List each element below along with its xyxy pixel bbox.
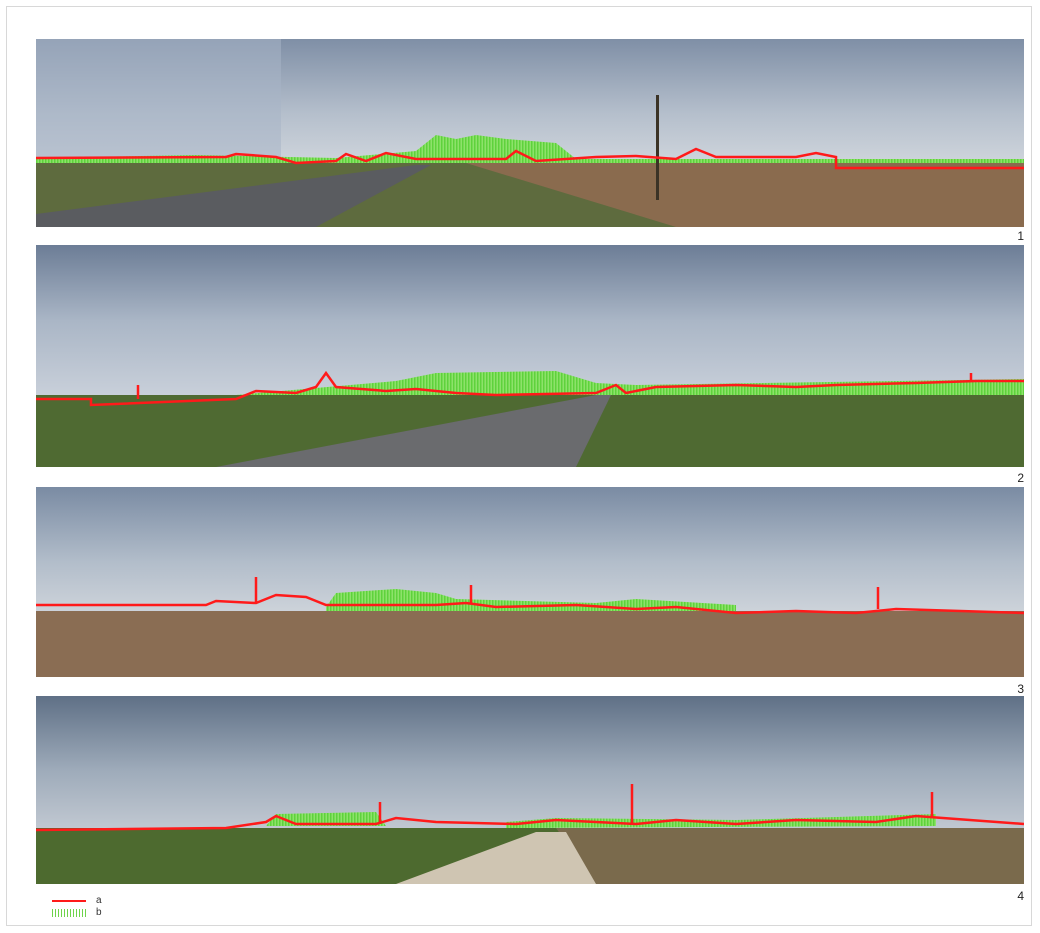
panel-number-3: 3 (1017, 682, 1024, 696)
road (216, 395, 611, 467)
sky (36, 696, 1024, 831)
legend-item-b: b (52, 907, 102, 918)
figure-frame (6, 6, 1032, 926)
ploughed-field (466, 163, 1024, 227)
gravel-road (396, 832, 596, 884)
vegetation-b (506, 814, 936, 828)
panorama-photo-1 (36, 39, 1024, 227)
sky-left-tile (36, 39, 281, 164)
legend-hatch-icon (52, 908, 86, 917)
panorama-panel-4 (36, 696, 1024, 884)
ploughed-field (36, 611, 1024, 677)
panorama-panel-3 (36, 487, 1024, 677)
panel-number-2: 2 (1017, 471, 1024, 485)
legend-label-a: a (96, 895, 102, 906)
legend-line-icon (52, 899, 86, 902)
vegetation-b (266, 812, 386, 826)
skyline-line-a (36, 814, 1024, 832)
road (36, 165, 431, 227)
dry-field (556, 828, 1024, 884)
panorama-photo-2 (36, 245, 1024, 467)
panorama-panel-2 (36, 245, 1024, 467)
vegetation-b (36, 135, 1024, 164)
legend-item-a: a (52, 895, 102, 906)
skyline-line-a (36, 147, 1024, 170)
vegetation-b (326, 589, 736, 613)
skyline-line-a (36, 593, 1024, 615)
skyline-line-a (36, 370, 1024, 407)
panorama-photo-4 (36, 696, 1024, 884)
panorama-panel-1 (36, 39, 1024, 227)
legend-label-b: b (96, 907, 102, 918)
panel-number-4: 4 (1017, 889, 1024, 903)
panel-number-1: 1 (1017, 229, 1024, 243)
sky (36, 487, 1024, 612)
panorama-photo-3 (36, 487, 1024, 677)
utility-pole (656, 95, 659, 200)
